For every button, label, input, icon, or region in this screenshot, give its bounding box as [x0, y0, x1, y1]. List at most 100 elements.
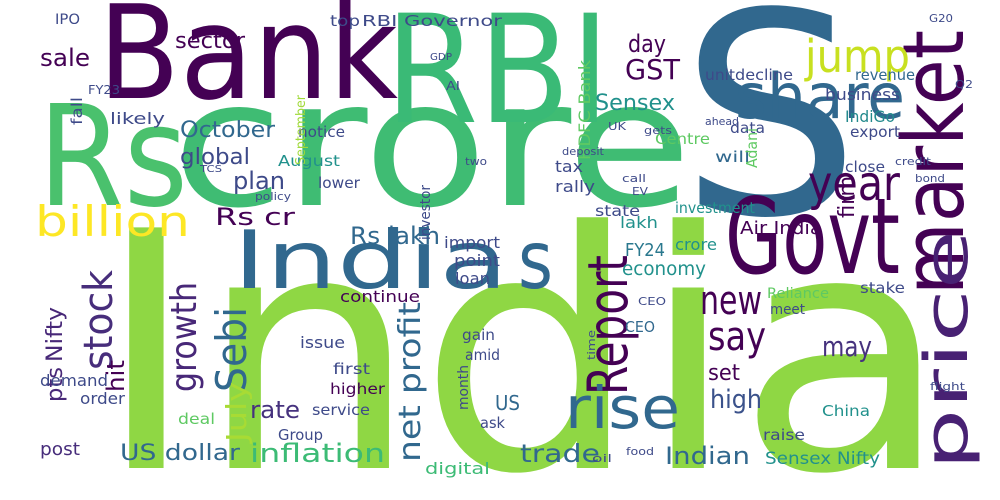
word: US dollar: [120, 441, 241, 466]
word: rate: [250, 396, 300, 424]
word: growth: [164, 282, 205, 392]
word: unit: [705, 66, 735, 84]
word: S: [680, 0, 860, 280]
word: Sebi: [207, 307, 256, 392]
word: order: [80, 389, 125, 408]
word: investor: [418, 185, 434, 240]
word: point: [454, 251, 500, 270]
word: close: [845, 158, 885, 176]
word: September: [294, 94, 309, 165]
word: G20: [929, 12, 953, 25]
word: meet: [770, 302, 805, 318]
word: Air India: [740, 218, 822, 239]
word: US: [495, 391, 520, 415]
word: EV: [632, 185, 649, 198]
word: India: [95, 162, 950, 500]
word: gets: [644, 124, 672, 137]
word: lakh: [620, 213, 658, 232]
word: lower: [318, 174, 361, 192]
word: sector: [175, 29, 246, 54]
word: Centre: [655, 130, 710, 148]
word: food: [626, 445, 654, 458]
word: market: [885, 30, 984, 295]
word: global: [180, 145, 250, 170]
word: credit: [895, 155, 932, 168]
word: price: [912, 230, 982, 470]
word: CEO: [638, 295, 666, 308]
word: import: [444, 233, 500, 252]
word: tax: [555, 157, 583, 176]
word: Q2: [955, 78, 973, 91]
word: Indian: [665, 442, 750, 470]
word: India: [233, 214, 508, 307]
word: set: [708, 361, 740, 386]
word: deposit: [562, 145, 605, 158]
word: Sensex Nifty: [765, 449, 880, 469]
word: Nifty: [43, 307, 68, 362]
word: day: [628, 30, 666, 58]
word: economy: [622, 258, 706, 280]
word: Rs cr: [215, 203, 295, 231]
word: China: [822, 402, 870, 420]
word: demand: [40, 371, 108, 390]
word: service: [312, 401, 370, 419]
word: first: [333, 360, 370, 378]
word: gain: [462, 326, 495, 344]
word: trade: [520, 439, 600, 468]
word: ask: [480, 414, 505, 432]
word: stake: [860, 279, 905, 297]
word: Report: [576, 255, 640, 395]
word: policy: [255, 190, 292, 203]
word: decline: [735, 66, 793, 84]
word: Sensex: [595, 91, 675, 116]
word: top: [330, 12, 360, 30]
word: Reliance: [767, 286, 829, 302]
word: export: [850, 123, 900, 141]
word: state: [595, 202, 640, 220]
word: October: [180, 118, 276, 143]
word: s: [518, 214, 553, 307]
word: RBI Governor: [362, 12, 503, 30]
word: loan: [455, 269, 490, 288]
word: IndiGo: [845, 107, 895, 126]
word: GDP: [430, 52, 452, 63]
word: August: [278, 152, 340, 170]
word: rise: [565, 374, 680, 442]
word: two: [465, 155, 487, 168]
word: notice: [298, 123, 345, 141]
word: deal: [178, 410, 215, 428]
word: RBI: [385, 0, 610, 158]
word: Rs: [38, 76, 188, 239]
word: will: [715, 148, 750, 166]
word: net profit: [393, 302, 428, 462]
word: crore: [172, 44, 692, 247]
word: Adani: [743, 128, 761, 168]
word: crore: [675, 235, 717, 254]
word: CEO: [625, 318, 655, 336]
word: may: [822, 330, 872, 363]
word: HDFC Bank: [575, 59, 594, 160]
word: say: [708, 314, 766, 360]
word: year: [808, 156, 900, 212]
word: continue: [340, 287, 420, 306]
word: sale: [40, 44, 90, 72]
word: AI: [446, 79, 460, 93]
word: Rs lakh: [350, 222, 440, 250]
word: investment: [675, 199, 755, 217]
word: share: [735, 60, 905, 133]
word: bond: [915, 172, 945, 185]
word: raise: [763, 426, 805, 444]
word: firm: [835, 176, 860, 218]
word: issue: [300, 333, 345, 352]
word: revenue: [855, 66, 915, 84]
word: digital: [425, 459, 490, 478]
word: jump: [804, 30, 910, 83]
word: fall: [68, 97, 86, 125]
word: GST: [625, 53, 681, 86]
word: plan: [233, 167, 285, 195]
word: inflation: [250, 439, 385, 469]
word: ahead: [705, 115, 739, 128]
